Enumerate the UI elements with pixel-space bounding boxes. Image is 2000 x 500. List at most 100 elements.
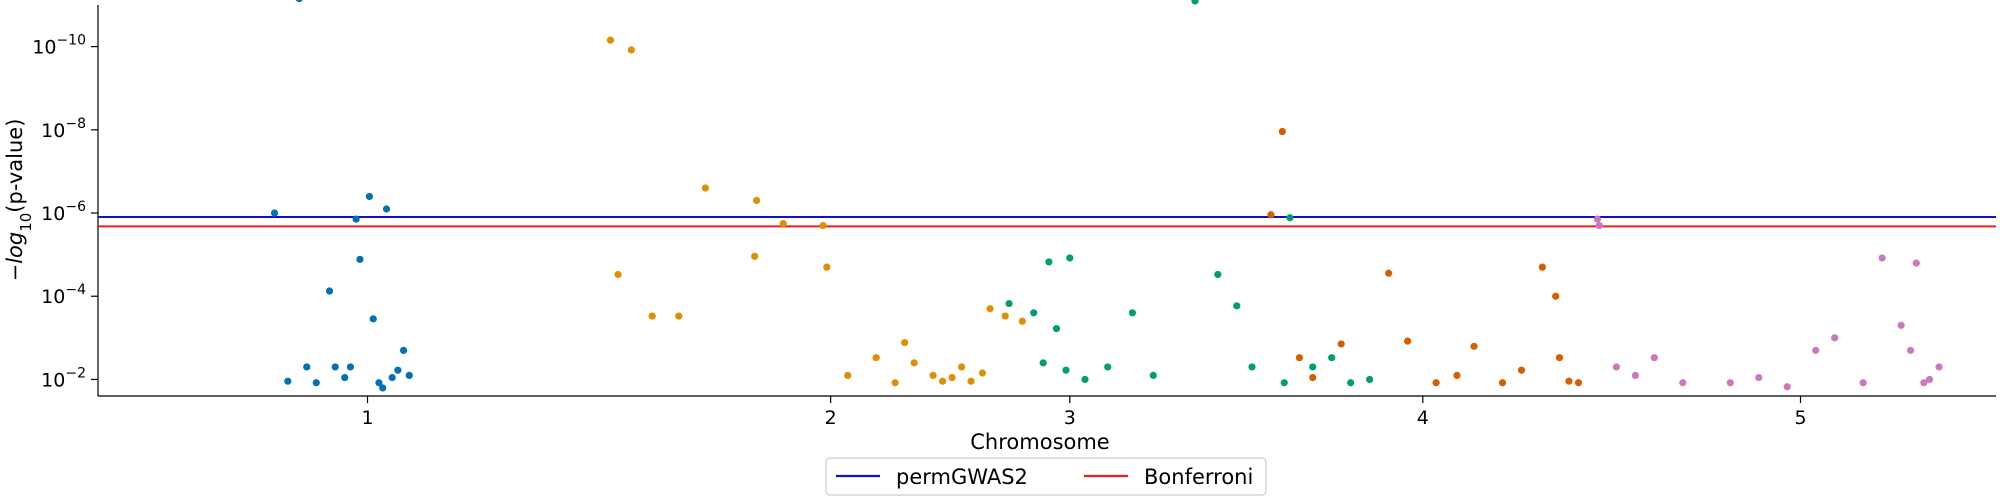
y-axis-title-log: log [3,232,27,264]
snp-point-chr3 [1233,302,1241,310]
snp-point-chr2 [606,36,615,44]
snp-point-chr5 [1831,334,1839,342]
snp-point-chr4 [1309,373,1317,382]
snp-point-chr1 [312,379,320,387]
snp-point-chr1 [356,255,364,263]
legend: permGWAS2 Bonferroni [825,457,1267,496]
snp-point-chr1 [375,379,383,387]
snp-point-chr5 [1783,383,1791,391]
snp-point-chr4 [1432,379,1440,387]
snp-point-chr5 [1859,379,1867,387]
legend-frame [825,457,1267,496]
y-tick-label: 10−8 [41,116,86,142]
snp-point-chr4 [1453,371,1461,380]
snp-point-chr3 [1039,359,1047,367]
snp-point-chr1 [352,215,360,223]
snp-point-chr3 [1214,270,1222,279]
snp-point-chr1 [331,363,339,371]
x-tick-label: 4 [1417,407,1429,429]
snp-point-chr1 [325,287,334,295]
snp-point-chr5 [1878,254,1886,262]
snp-point-chr2 [872,354,880,362]
snp-point-chr4 [1538,263,1546,271]
snp-point-chr1 [405,371,413,380]
y-axis-title: −log10(p-value) [3,119,35,282]
snp-point-chr1 [270,209,279,217]
snp-point-chr2 [627,46,635,54]
snp-point-chr2 [910,359,918,367]
snp-point-chr3 [1128,309,1137,317]
x-tick-label: 2 [825,407,837,429]
snp-point-chr2 [753,196,761,205]
snp-point-chr3 [1005,299,1013,308]
snp-point-chr2 [844,371,852,380]
snp-point-chr1 [284,377,292,385]
snp-point-chr2 [957,363,966,371]
snp-point-chr3 [1280,379,1288,387]
snp-point-chr4 [1385,269,1393,277]
legend-bonferroni-label: Bonferroni [1144,465,1253,489]
snp-point-chr1 [379,384,387,392]
snp-point-chr1 [303,363,311,371]
snp-point-chr1 [369,315,377,323]
snp-point-chr3 [1062,366,1070,374]
snp-point-chr2 [901,338,909,347]
y-axis-title-minus: − [3,264,27,282]
snp-point-chr5 [1593,215,1602,223]
snp-point-chr2 [948,373,956,382]
snp-point-chr5 [1650,354,1658,362]
snp-point-chr1 [382,205,391,213]
snp-point-chr3 [1052,325,1061,333]
snp-point-chr2 [675,312,683,320]
snp-point-chr2 [986,305,994,313]
snp-point-chr3 [1191,0,1199,5]
legend-permgwas2-label: permGWAS2 [896,465,1028,489]
snp-point-chr2 [939,377,947,385]
snp-point-chr5 [1755,373,1763,382]
snp-point-chr4 [1552,292,1560,300]
snp-point-chr5 [1595,221,1603,230]
snp-point-chr3 [1328,354,1336,362]
snp-point-chr3 [1030,309,1038,317]
snp-point-chr1 [346,363,355,371]
snp-point-chr4 [1517,366,1526,374]
snp-point-chr2 [1001,312,1009,320]
snp-point-chr3 [1066,254,1074,262]
snp-point-chr4 [1295,354,1304,362]
snp-point-chr4 [1565,377,1573,385]
y-tick-label: 10−4 [41,282,86,308]
y-axis-title-sub: 10 [17,213,35,232]
y-tick-label: 10−2 [41,365,86,391]
snp-point-chr1 [341,373,349,382]
threshold-lines [98,216,1996,228]
snp-point-chr3 [1286,214,1294,222]
snp-point-chr5 [1925,375,1934,384]
snp-point-chr2 [819,221,827,230]
snp-point-chr2 [929,371,937,380]
snp-point-chr2 [1018,317,1026,325]
snp-point-chr2 [823,263,831,271]
snp-point-chr2 [701,184,709,192]
snp-point-chr4 [1337,340,1345,348]
snp-point-chr2 [614,270,622,279]
snp-point-chr3 [1248,363,1256,371]
snp-point-chr5 [1906,346,1915,354]
x-tick-label: 3 [1064,407,1076,429]
snp-point-chr5 [1935,363,1943,371]
snp-point-chr5 [1920,379,1928,387]
snp-point-chr2 [978,369,987,377]
x-axis-title: Chromosome [970,430,1109,454]
axes: 1 2 3 4 5 10−2 10−4 10−6 10−8 10−10 [32,5,1996,429]
snp-point-chr3 [1347,379,1355,387]
snp-point-chr1 [365,192,374,201]
snp-point-chr2 [891,379,899,387]
snp-point-chr4 [1574,379,1583,387]
snp-point-chr2 [648,312,656,320]
snp-point-chr4 [1278,127,1286,136]
snp-point-chr4 [1267,211,1275,219]
data-points [270,0,1943,392]
snp-point-chr1 [295,0,303,3]
x-tick-label: 5 [1794,407,1806,429]
snp-point-chr1 [399,346,408,354]
